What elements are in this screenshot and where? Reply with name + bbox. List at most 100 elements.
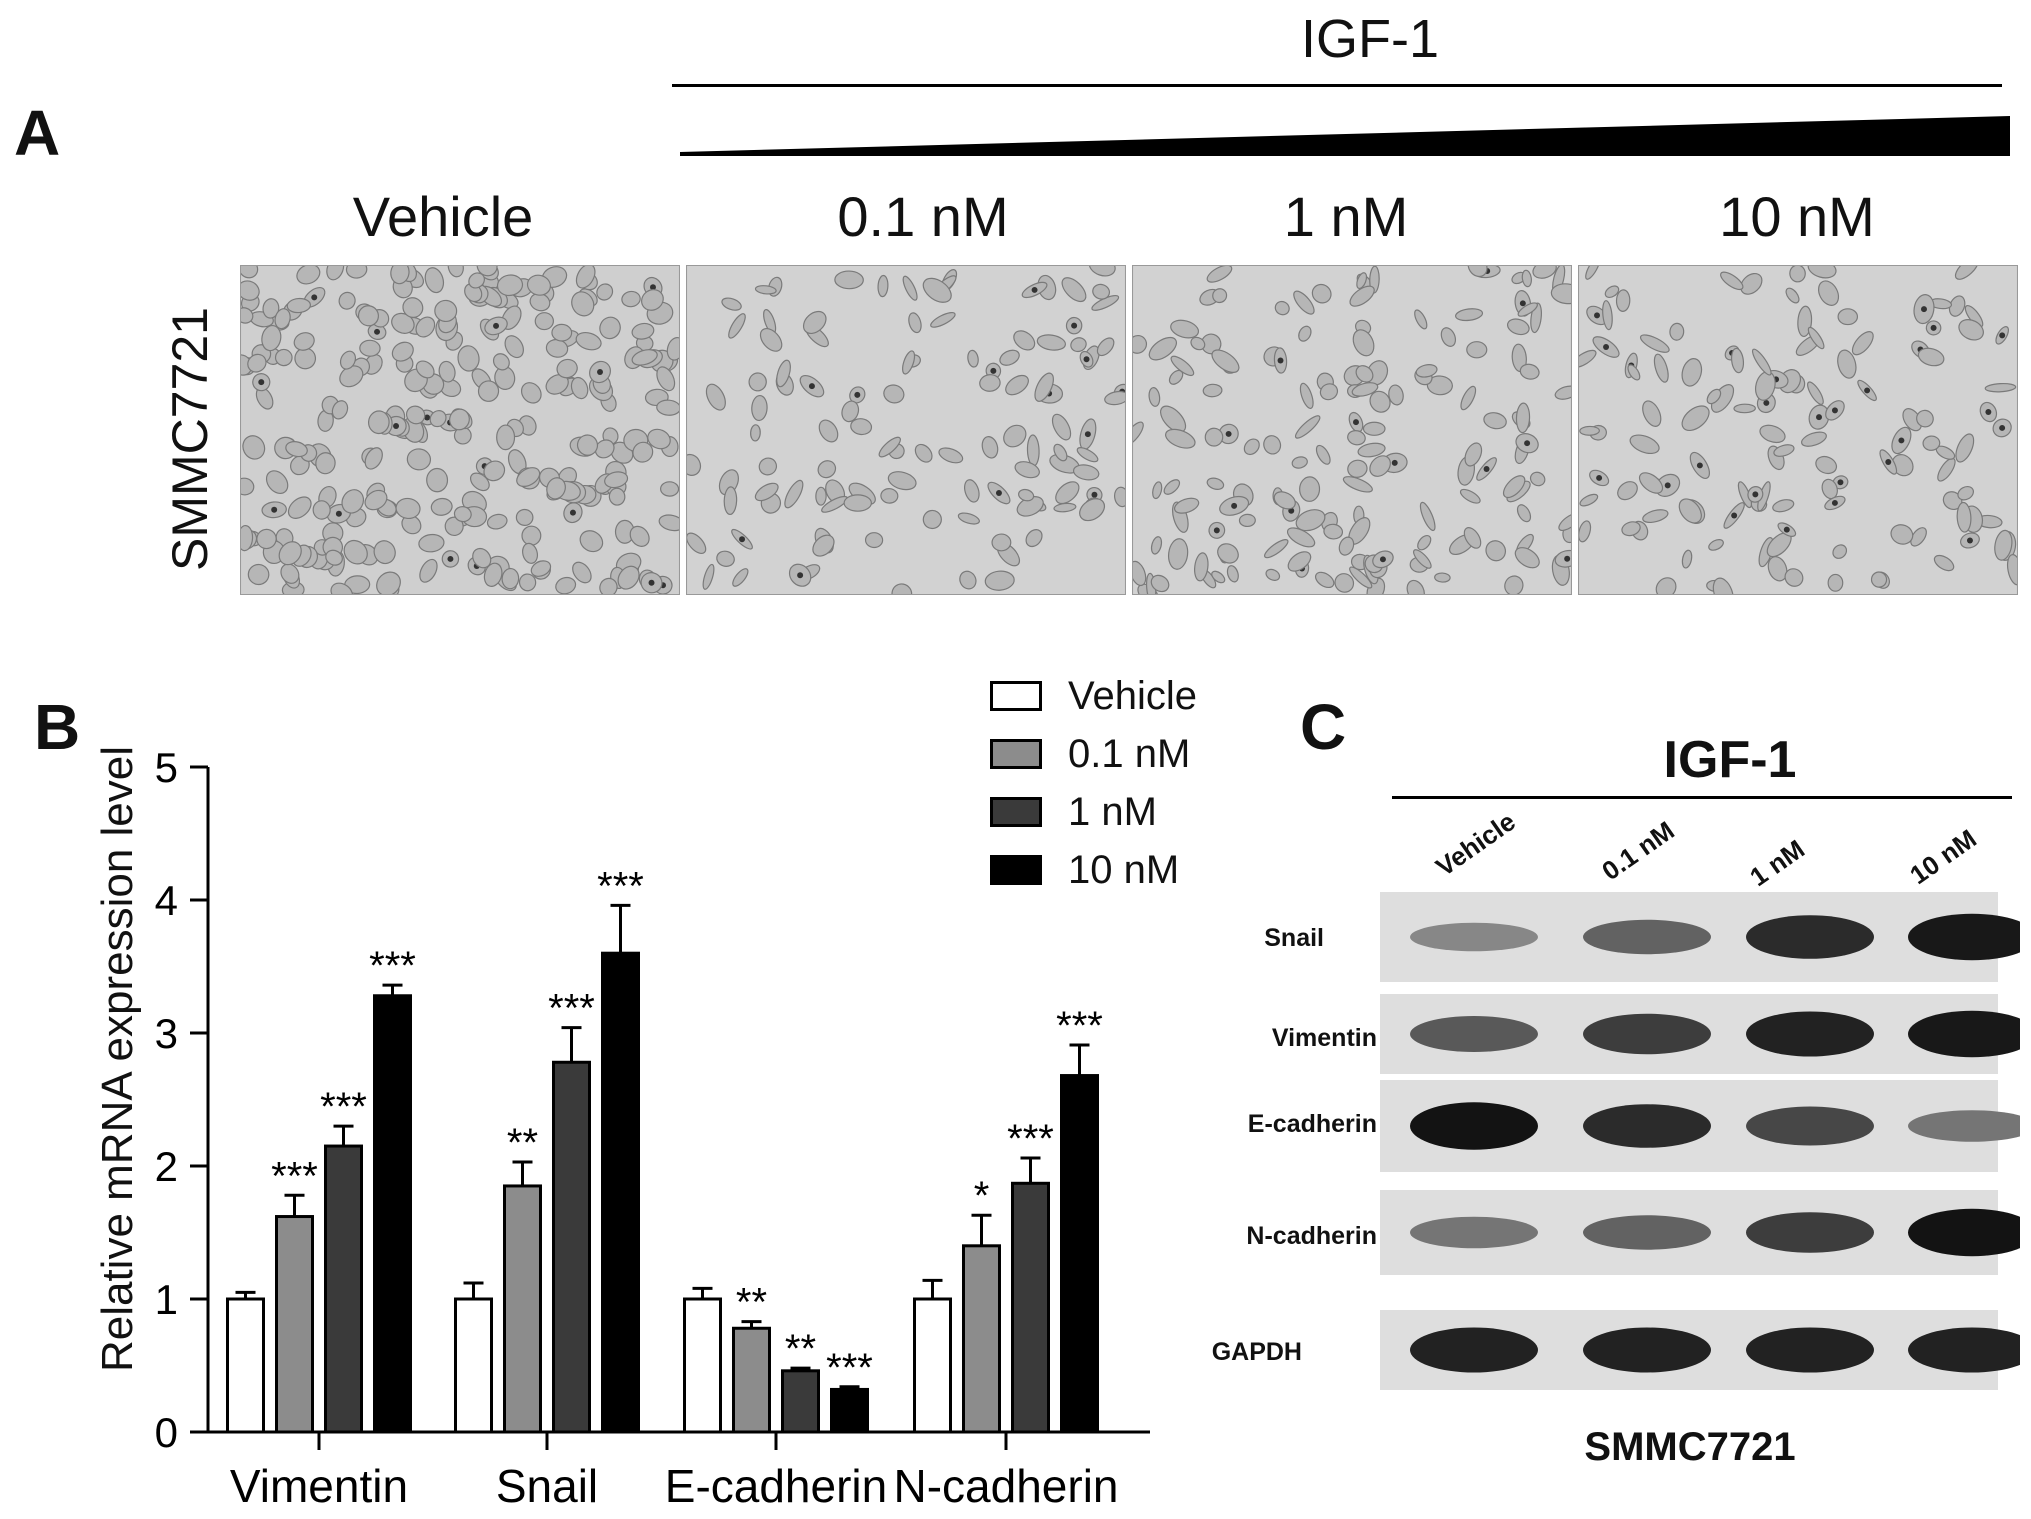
rounded-cell bbox=[1084, 431, 1091, 438]
cell bbox=[331, 400, 349, 420]
cell bbox=[1639, 334, 1670, 353]
bar bbox=[373, 994, 412, 1434]
cell bbox=[345, 266, 368, 279]
wb-lane-label-0-1nm: 0.1 nM bbox=[1596, 815, 1680, 887]
rounded-cell bbox=[1763, 399, 1770, 406]
cell bbox=[1190, 336, 1206, 351]
y-tick-label: 4 bbox=[155, 877, 178, 924]
y-tick-label: 1 bbox=[155, 1276, 178, 1323]
cell bbox=[247, 563, 270, 586]
cell bbox=[492, 353, 510, 371]
cell bbox=[424, 267, 445, 294]
cell bbox=[1464, 442, 1483, 467]
rounded-cell bbox=[1664, 482, 1671, 489]
cell bbox=[914, 443, 933, 463]
col-label-vehicle: Vehicle bbox=[352, 185, 534, 248]
cell bbox=[1150, 574, 1170, 593]
rounded-cell bbox=[271, 506, 278, 513]
rounded-cell bbox=[1083, 356, 1090, 363]
cell bbox=[534, 312, 554, 331]
cell bbox=[556, 358, 578, 379]
blot-band bbox=[1908, 913, 2020, 961]
cell bbox=[1113, 486, 1125, 508]
blot-band bbox=[1908, 1208, 2020, 1257]
cell bbox=[802, 310, 827, 335]
cell bbox=[496, 274, 524, 297]
rounded-cell bbox=[1999, 332, 2006, 339]
rounded-cell bbox=[1816, 414, 1822, 421]
cell bbox=[546, 477, 566, 500]
cell bbox=[256, 528, 277, 550]
cell bbox=[1455, 308, 1484, 322]
cell bbox=[1163, 479, 1181, 495]
cell bbox=[1772, 499, 1795, 513]
cell bbox=[1532, 266, 1557, 279]
cell bbox=[1642, 400, 1662, 427]
cell bbox=[286, 297, 311, 314]
cell bbox=[1005, 374, 1029, 396]
cell bbox=[1638, 472, 1664, 494]
bar bbox=[324, 1144, 363, 1434]
y-tick-label: 3 bbox=[155, 1010, 178, 1057]
cell bbox=[1681, 358, 1703, 387]
cell bbox=[265, 470, 289, 495]
cell bbox=[641, 289, 664, 311]
cell bbox=[483, 562, 503, 587]
cell bbox=[1170, 319, 1200, 339]
cell bbox=[843, 494, 872, 512]
cell bbox=[1994, 529, 2013, 561]
cell bbox=[1413, 549, 1432, 569]
cell bbox=[631, 322, 655, 340]
cell bbox=[1516, 504, 1532, 523]
cell bbox=[434, 299, 458, 323]
cell bbox=[818, 419, 839, 443]
blot-band bbox=[1908, 1010, 2020, 1058]
blot-band bbox=[1746, 915, 1874, 959]
igf1-bracket-line bbox=[672, 84, 2002, 87]
wb-lane-label-vehicle: Vehicle bbox=[1430, 806, 1521, 883]
cell bbox=[922, 509, 942, 530]
cell bbox=[1521, 269, 1532, 288]
cell bbox=[922, 277, 952, 303]
cell bbox=[1502, 475, 1526, 499]
blot-band bbox=[1746, 1212, 1874, 1253]
cell bbox=[391, 341, 414, 362]
cell bbox=[754, 482, 779, 502]
cell bbox=[687, 532, 707, 555]
rounded-cell bbox=[1885, 459, 1892, 465]
cell bbox=[287, 496, 312, 519]
cell bbox=[930, 311, 956, 328]
blot-strip bbox=[1380, 1190, 2020, 1275]
cell bbox=[959, 570, 977, 590]
cell bbox=[902, 275, 918, 301]
cell bbox=[1827, 573, 1844, 592]
cell bbox=[274, 308, 291, 330]
cell bbox=[732, 568, 749, 587]
cell bbox=[1076, 447, 1099, 463]
significance-marker: *** bbox=[826, 1346, 873, 1390]
cell bbox=[415, 360, 435, 379]
cell bbox=[1506, 318, 1530, 336]
significance-marker: *** bbox=[271, 1154, 318, 1198]
rounded-cell bbox=[493, 322, 500, 329]
cell bbox=[1621, 521, 1641, 537]
cell bbox=[1167, 538, 1189, 570]
cell bbox=[1096, 337, 1115, 357]
bar bbox=[601, 951, 640, 1434]
cell bbox=[1485, 540, 1507, 562]
rounded-cell bbox=[990, 367, 997, 374]
cell bbox=[1837, 308, 1859, 326]
rounded-cell bbox=[1966, 537, 1973, 544]
cell bbox=[1202, 383, 1223, 398]
cell bbox=[469, 472, 490, 492]
blot-band bbox=[1746, 1327, 1874, 1373]
cell bbox=[1211, 349, 1240, 373]
cell bbox=[241, 266, 259, 279]
cell bbox=[1311, 283, 1332, 304]
cell bbox=[570, 376, 589, 400]
bar bbox=[683, 1297, 722, 1434]
rounded-cell bbox=[854, 391, 861, 398]
cell bbox=[1206, 266, 1233, 283]
cell bbox=[364, 489, 388, 511]
cell bbox=[1036, 334, 1067, 351]
